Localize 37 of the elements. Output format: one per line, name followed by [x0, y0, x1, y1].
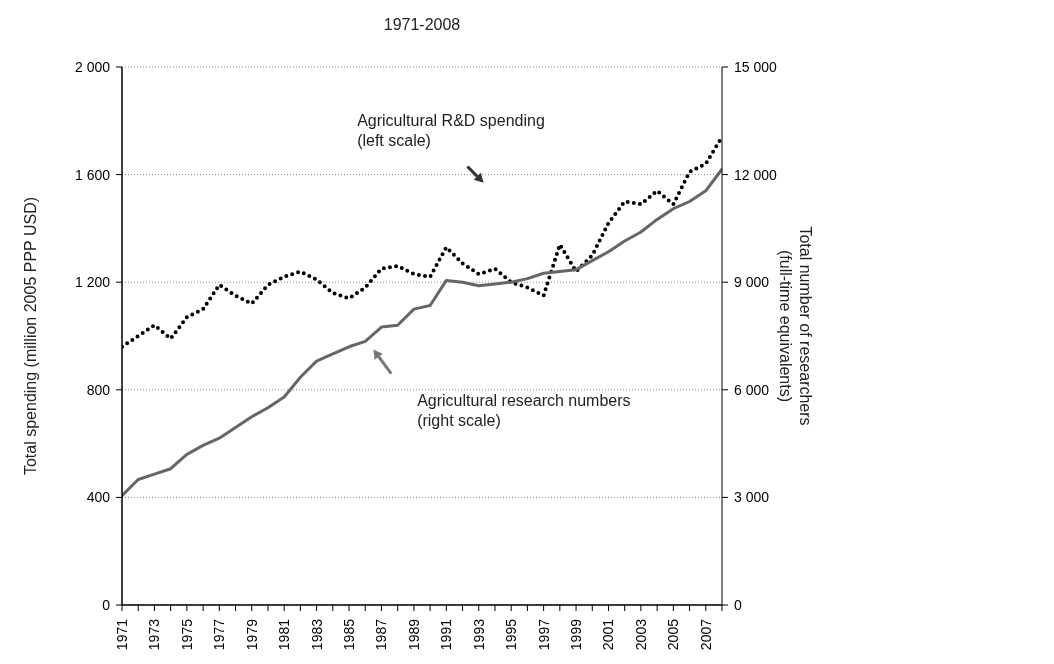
- x-tick-label: 1995: [503, 618, 520, 651]
- x-tick-label: 1977: [211, 618, 228, 651]
- y2-axis-title: Total number of researchers (full-time equivalents): [777, 226, 814, 426]
- x-tick-label: 2005: [665, 618, 682, 651]
- x-tick-label: 1973: [146, 618, 163, 651]
- x-tick-label: 2007: [697, 618, 714, 651]
- x-tick-label: 1993: [470, 618, 487, 651]
- x-tick-label: 1975: [178, 618, 195, 651]
- x-tick-label: 1997: [535, 618, 552, 651]
- chart-title: 1971-2008: [383, 16, 461, 33]
- y2-tick-label: 15 000: [734, 59, 778, 75]
- x-tick-label: 2003: [632, 618, 649, 651]
- x-tick-label: 1985: [341, 618, 358, 651]
- y-tick-label: 2 000: [74, 59, 111, 75]
- x-tick-label: 1987: [373, 618, 390, 651]
- annotation: Agricultural R&D spending (left scale): [357, 112, 545, 150]
- y2-tick-label: 0: [734, 597, 742, 613]
- x-tick-label: 1983: [308, 618, 325, 651]
- line-series: [122, 167, 722, 498]
- x-tick-label: 1971: [114, 618, 130, 651]
- x-tick-label: 1981: [276, 618, 293, 651]
- x-tick-label: 1979: [243, 618, 260, 651]
- y2-tick-label: 12 000: [734, 166, 778, 183]
- y2-tick-label: 3 000: [734, 489, 770, 506]
- y-tick-label: 800: [86, 381, 111, 398]
- y-tick-label: 400: [86, 489, 111, 506]
- y2-tick-label: 9 000: [734, 274, 770, 291]
- y-tick-label: 0: [102, 597, 111, 613]
- y-axis-title: Total spending (million 2005 PPP USD): [21, 196, 39, 476]
- x-tick-label: 1991: [438, 618, 455, 651]
- annotation: Agricultural research numbers (right scale): [417, 391, 631, 429]
- x-tick-label: 2001: [600, 618, 617, 651]
- y2-tick-label: 6 000: [734, 381, 770, 398]
- x-tick-label: 1999: [568, 618, 585, 651]
- y-tick-label: 1 200: [74, 274, 111, 291]
- y-tick-label: 1 600: [74, 166, 111, 183]
- x-tick-label: 1989: [405, 618, 422, 651]
